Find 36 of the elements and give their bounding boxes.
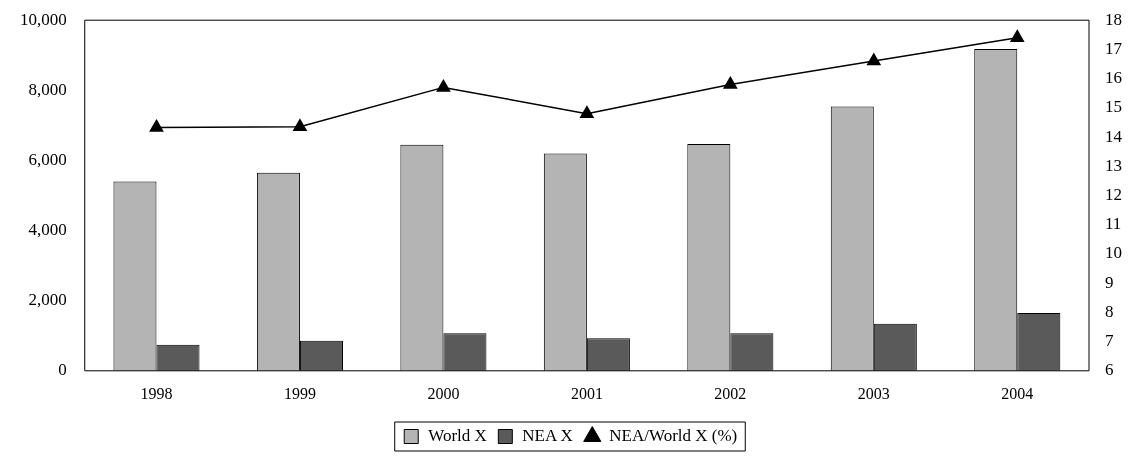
y2-tick-label: 13 [1105, 155, 1122, 175]
y2-tick-label: 18 [1105, 9, 1122, 29]
y2-tick-label: 12 [1105, 184, 1122, 204]
y-tick-label: 6,000 [28, 149, 67, 169]
y-tick-label: 2,000 [28, 290, 67, 310]
point [1010, 29, 1025, 42]
y-tick-label: 0 [58, 360, 67, 380]
legend-label: World X [428, 425, 487, 445]
y-tick-label: 4,000 [28, 220, 67, 240]
point [580, 105, 594, 118]
point [866, 53, 881, 66]
legend-label: NEA/World X (%) [609, 425, 738, 445]
point [149, 119, 164, 132]
point [723, 76, 738, 89]
legend-label: NEA X [522, 425, 573, 445]
x-tick-label: 2003 [857, 384, 890, 402]
y2-tick-label: 11 [1105, 214, 1122, 234]
y-tick-label: 8,000 [28, 79, 67, 99]
x-tick-label: 1998 [140, 384, 173, 402]
y2-tick-label: 8 [1105, 301, 1114, 321]
x-tick-label: 2002 [714, 384, 747, 402]
x-tick-label: 2004 [1001, 384, 1034, 402]
y2-tick-label: 17 [1105, 38, 1123, 58]
point [293, 119, 307, 132]
y2-tick-label: 14 [1105, 126, 1123, 146]
y2-tick-label: 9 [1105, 272, 1114, 292]
y-tick-label: 10,000 [20, 9, 67, 29]
x-tick-label: 2001 [570, 384, 603, 402]
x-tick-label: 1999 [283, 384, 316, 402]
x-tick-label: 2000 [427, 384, 460, 402]
y2-tick-label: 15 [1105, 97, 1122, 117]
y2-tick-label: 16 [1105, 68, 1122, 88]
y2-tick-label: 6 [1105, 360, 1114, 380]
y2-tick-label: 7 [1105, 331, 1114, 351]
y2-tick-label: 10 [1105, 243, 1122, 263]
point [436, 79, 451, 92]
